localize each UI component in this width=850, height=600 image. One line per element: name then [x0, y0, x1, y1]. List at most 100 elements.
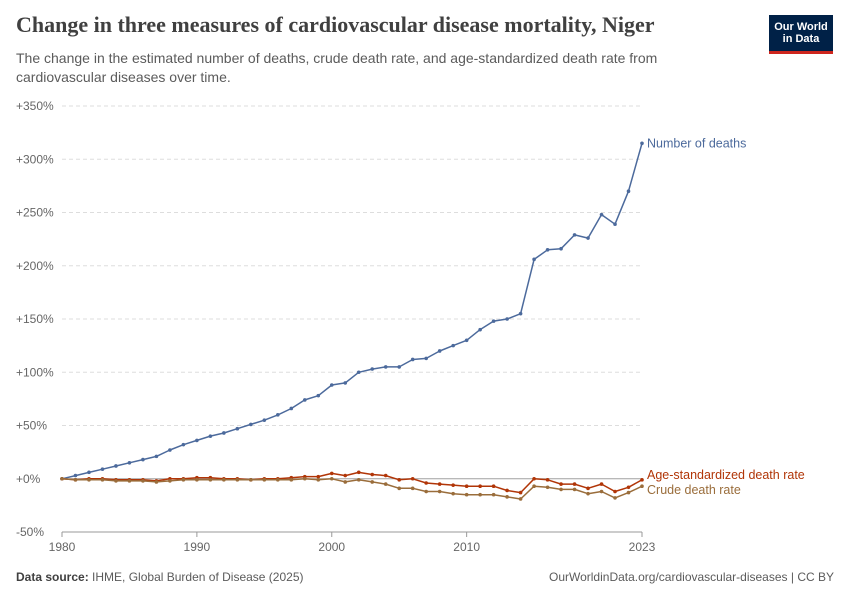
data-point: [599, 212, 604, 217]
data-point: [370, 480, 375, 484]
data-point: [343, 480, 348, 484]
data-point: [640, 484, 644, 489]
data-point: [613, 496, 617, 500]
data-point: [424, 356, 428, 361]
data-point: [491, 492, 496, 497]
series-line: [61, 478, 643, 500]
data-point: [154, 454, 159, 459]
data-point: [127, 479, 132, 483]
data-point: [127, 460, 132, 465]
data-point: [329, 383, 334, 387]
y-tick-label: +50%: [16, 419, 47, 433]
data-point: [586, 486, 590, 491]
chart-subtitle: The change in the estimated number of de…: [16, 50, 658, 85]
data-point: [262, 478, 267, 482]
data-source-label: Data source:: [16, 570, 89, 584]
data-point: [626, 189, 631, 193]
series-0: [60, 141, 644, 481]
data-source: Data source: IHME, Global Burden of Dise…: [16, 570, 303, 584]
data-point: [599, 489, 604, 494]
data-point: [410, 476, 415, 481]
data-point: [168, 479, 172, 483]
data-point: [154, 480, 159, 484]
x-tick-label: 1990: [184, 540, 211, 554]
data-point: [87, 470, 91, 475]
y-tick-label: +200%: [16, 259, 54, 273]
data-point: [424, 481, 428, 485]
source-url-link[interactable]: OurWorldinData.org/cardiovascular-diseas…: [548, 570, 834, 584]
x-tick-label: 2010: [453, 540, 480, 554]
logo-line-2: in Data: [782, 33, 820, 45]
series-line: [61, 143, 643, 480]
data-point: [208, 434, 213, 438]
data-point: [302, 398, 307, 402]
data-point: [559, 487, 563, 492]
data-point: [518, 490, 523, 495]
data-point: [437, 489, 442, 494]
data-point: [613, 489, 617, 494]
data-point: [73, 473, 78, 478]
data-point: [235, 478, 240, 482]
data-point: [491, 319, 496, 323]
data-point: [276, 478, 280, 482]
data-point: [545, 247, 550, 252]
data-point: [181, 478, 186, 482]
data-point: [532, 484, 536, 489]
data-point: [302, 476, 307, 481]
data-point: [478, 484, 482, 489]
series-end-label: Crude death rate: [647, 483, 741, 497]
data-point: [586, 491, 590, 496]
data-point: [208, 478, 213, 482]
data-point: [262, 418, 267, 422]
data-point: [559, 482, 563, 486]
data-point: [518, 497, 523, 501]
data-point: [316, 478, 321, 482]
data-point: [599, 482, 604, 486]
data-point: [532, 257, 536, 262]
data-point: [586, 236, 590, 240]
owid-logo[interactable]: Our World in Data: [769, 15, 833, 54]
data-point: [316, 474, 321, 479]
data-point: [356, 478, 361, 482]
data-point: [505, 317, 509, 321]
data-point: [572, 487, 577, 492]
data-point: [464, 338, 469, 343]
series-end-label: Age-standardized death rate: [647, 468, 805, 482]
data-point: [518, 311, 523, 316]
data-point: [316, 393, 321, 398]
y-tick-label: +300%: [16, 152, 54, 166]
y-tick-label: +150%: [16, 312, 54, 326]
data-point: [613, 222, 617, 227]
data-point: [195, 438, 199, 443]
data-point: [559, 246, 563, 251]
data-point: [424, 489, 428, 494]
data-point: [356, 370, 361, 375]
data-point: [464, 484, 469, 489]
data-point: [249, 422, 253, 427]
chart-title: Change in three measures of cardiovascul…: [16, 12, 655, 37]
data-point: [100, 467, 105, 471]
data-point: [100, 478, 105, 482]
data-source-text: IHME, Global Burden of Disease (2025): [92, 570, 304, 584]
data-point: [356, 470, 361, 475]
data-point: [343, 473, 348, 478]
data-point: [181, 442, 186, 447]
data-point: [383, 482, 388, 486]
data-point: [370, 367, 375, 371]
x-tick-label: 2000: [318, 540, 345, 554]
data-point: [141, 457, 145, 462]
data-point: [464, 492, 469, 497]
y-tick-label: +0%: [16, 472, 41, 486]
data-point: [383, 473, 388, 478]
data-point: [195, 478, 199, 482]
data-point: [451, 491, 455, 496]
logo-line-1: Our World: [774, 21, 828, 33]
data-point: [87, 478, 91, 482]
data-point: [437, 482, 442, 486]
data-point: [572, 233, 577, 237]
data-point: [222, 478, 226, 482]
data-point: [478, 327, 482, 332]
data-point: [640, 478, 644, 482]
data-point: [410, 357, 415, 362]
